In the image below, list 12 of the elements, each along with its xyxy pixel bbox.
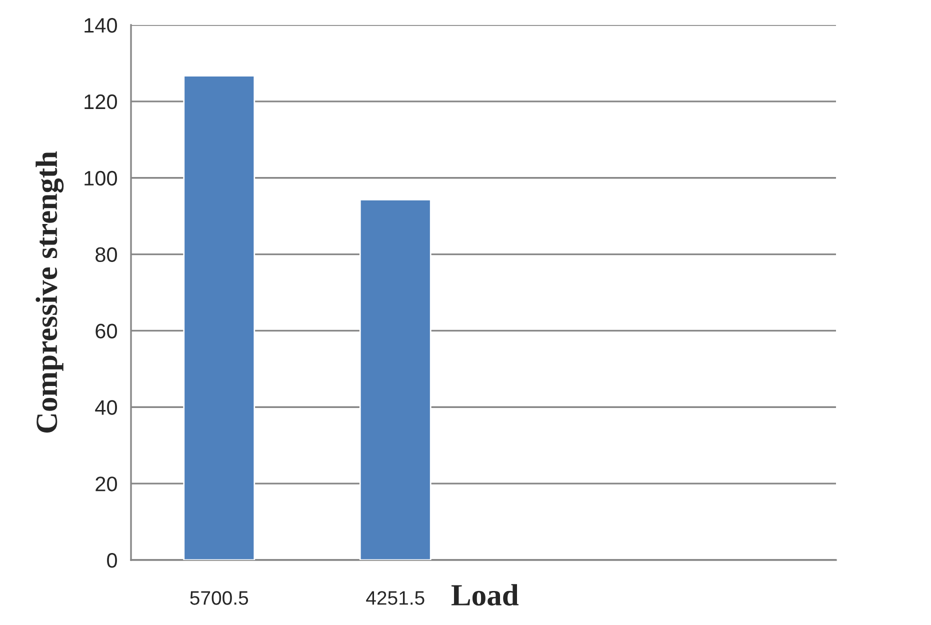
y-tick-label: 80 (96, 247, 117, 262)
y-tick-label: 140 (84, 18, 117, 33)
y-tick-label: 40 (95, 400, 117, 415)
y-tick-label: 0 (107, 553, 117, 568)
y-tick-label: 60 (96, 324, 117, 338)
y-axis-title: Compressive strength (36, 151, 64, 433)
x-axis-title: Load (451, 584, 519, 606)
x-tick-label: 4251.5 (366, 591, 424, 605)
y-tick-label: 120 (84, 94, 117, 110)
y-tick-label: 20 (96, 476, 117, 492)
y-tick-label: 100 (84, 170, 117, 186)
x-tick-label: 5700.5 (190, 591, 248, 605)
